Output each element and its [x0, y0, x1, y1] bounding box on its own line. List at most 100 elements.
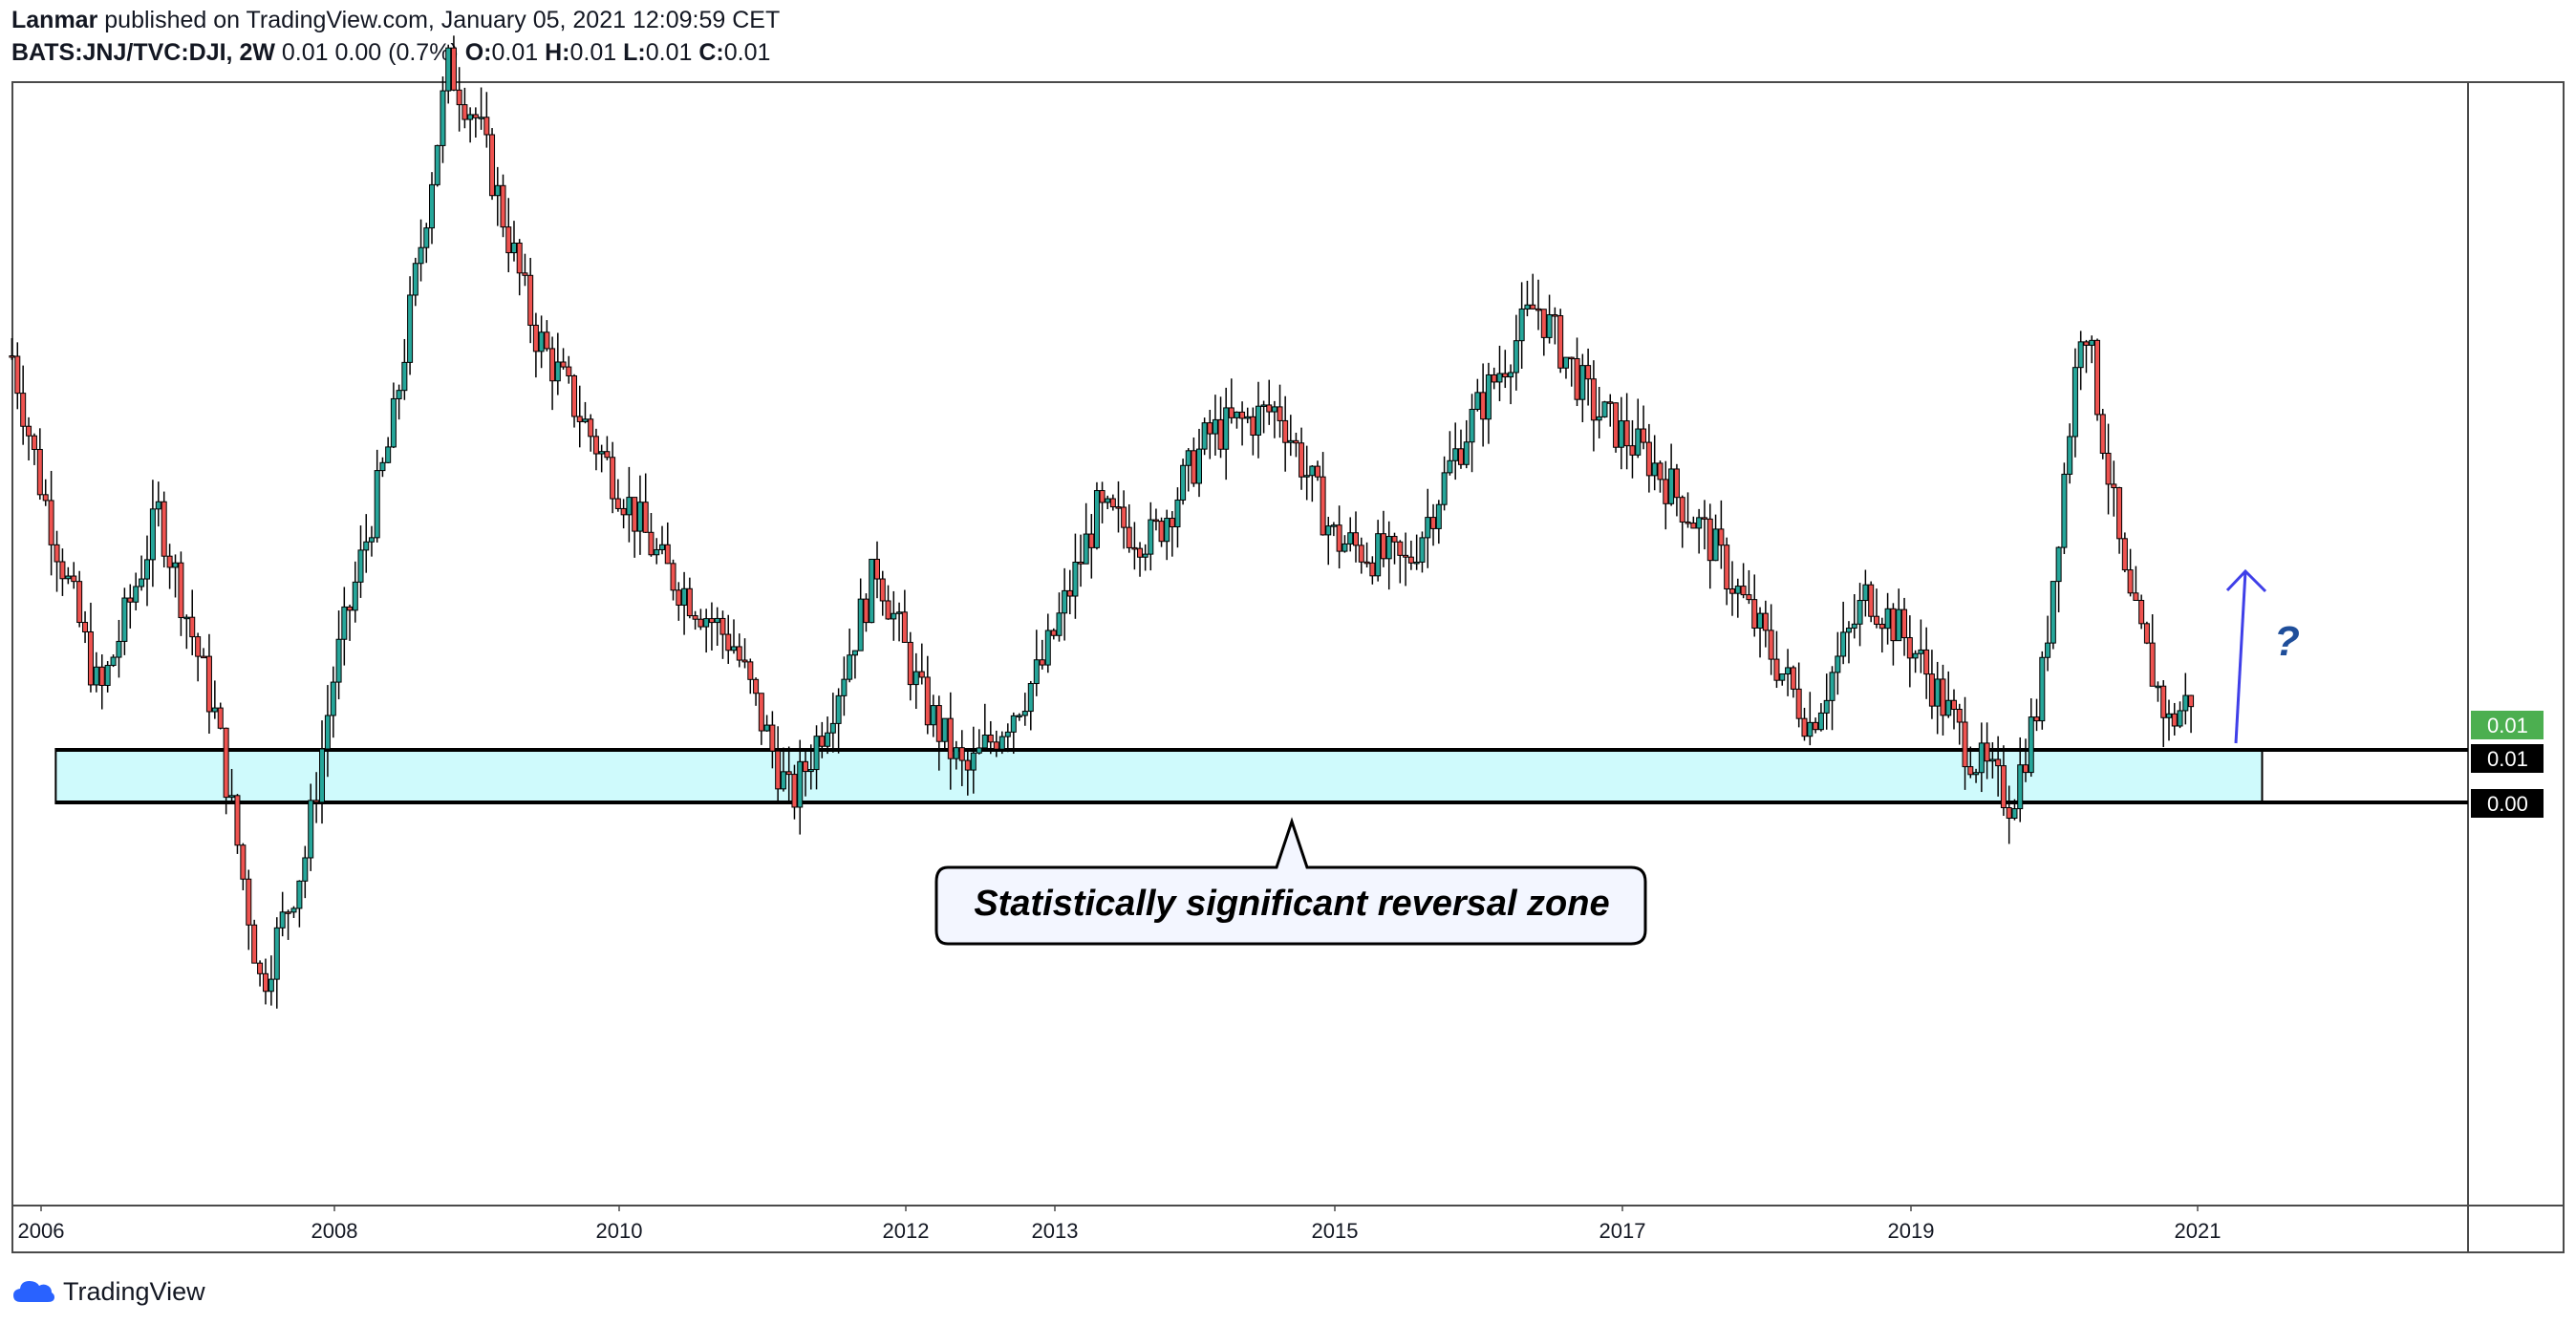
candle-body — [1962, 721, 1968, 768]
candle-body — [98, 666, 105, 686]
candle-body — [725, 633, 732, 651]
candle — [758, 693, 764, 745]
candle — [368, 525, 375, 557]
candle — [1568, 356, 1575, 387]
candle-body — [228, 795, 235, 799]
candle-body — [2121, 538, 2128, 571]
candle-body — [368, 537, 375, 543]
candle-body — [1375, 533, 1382, 577]
candle — [554, 332, 561, 395]
candle-body — [1618, 420, 1624, 448]
candle — [223, 727, 229, 815]
candle-body — [1530, 304, 1536, 310]
candle — [1463, 419, 1470, 469]
candle — [659, 525, 665, 555]
candle-body — [874, 558, 880, 580]
candle — [290, 906, 297, 918]
candle — [2149, 614, 2156, 687]
candle-body — [483, 117, 490, 136]
candle-body — [1934, 678, 1941, 707]
candle — [1746, 569, 1752, 605]
reversal-zone[interactable] — [54, 748, 2264, 804]
candle — [813, 725, 820, 790]
candle — [1862, 569, 1869, 617]
candle — [1407, 540, 1414, 570]
candle-body — [330, 681, 336, 716]
candle-body — [1142, 553, 1148, 558]
candle-body — [1207, 422, 1213, 435]
candle — [1728, 561, 1735, 616]
candle-body — [825, 732, 831, 747]
candle — [357, 525, 364, 598]
candle — [1513, 314, 1519, 391]
candle — [2166, 699, 2172, 741]
candle-body — [2160, 685, 2167, 718]
candle-body — [758, 693, 764, 732]
price-chart[interactable]: Statistically significant reversal zone … — [0, 0, 2576, 1271]
candle — [279, 891, 286, 937]
candle-body — [178, 562, 184, 619]
candle-body — [93, 666, 99, 686]
candle — [2000, 745, 2007, 817]
candle-body — [1447, 459, 1453, 474]
candle — [2143, 621, 2150, 645]
candle — [1868, 581, 1875, 623]
candle — [1618, 396, 1624, 470]
candle-body — [549, 348, 556, 382]
candle-body — [1635, 428, 1642, 456]
candle-body — [1513, 340, 1519, 374]
candle-body — [1557, 315, 1564, 369]
candle — [82, 610, 89, 644]
author-name[interactable]: Lanmar — [11, 7, 98, 33]
candle — [1878, 617, 1885, 653]
candle-body — [1152, 519, 1159, 523]
candle — [636, 475, 643, 555]
candle — [1072, 533, 1079, 619]
candle-body — [1072, 561, 1079, 597]
candle — [1707, 503, 1713, 589]
candle — [1696, 508, 1703, 554]
candle-body — [1109, 498, 1116, 508]
symbol-name[interactable]: BATS:JNJ/TVC:DJI, 2W — [11, 39, 275, 66]
candle-body — [347, 606, 354, 611]
candle-body — [1862, 584, 1869, 602]
candle-body — [670, 563, 676, 591]
candle — [31, 433, 37, 465]
candle-body — [1629, 445, 1636, 456]
candle-body — [1380, 533, 1386, 560]
zone-callout[interactable]: Statistically significant reversal zone — [934, 817, 1647, 946]
candle — [217, 702, 224, 730]
tradingview-footer[interactable]: TradingView — [11, 1271, 205, 1313]
candle-body — [363, 541, 370, 551]
projection-arrow[interactable] — [2225, 568, 2267, 744]
candle — [1223, 387, 1230, 480]
candle — [423, 223, 430, 264]
candle-body — [434, 144, 440, 185]
chart-frame — [11, 81, 2565, 1253]
candle — [731, 619, 737, 654]
candle-body — [807, 769, 814, 773]
candle — [1762, 600, 1769, 648]
time-axis-labels: 2006 2008 2010 2012 2013 2015 2017 2019 2021 — [18, 1206, 2221, 1243]
candle — [763, 715, 770, 732]
candle-body — [1196, 448, 1203, 484]
candle-body — [1164, 518, 1170, 543]
candle — [1813, 717, 1819, 734]
candle-body — [857, 598, 864, 651]
candle-body — [1746, 594, 1752, 601]
candle-body — [1099, 490, 1106, 503]
candle — [1010, 712, 1017, 755]
candle-body — [1039, 659, 1045, 666]
candle-body — [166, 555, 173, 568]
arrow-shaft — [2234, 570, 2247, 744]
candle-body — [201, 655, 207, 659]
candle — [494, 166, 501, 226]
candle-body — [1574, 357, 1580, 400]
price-tag: 0.00 — [2471, 789, 2544, 818]
candle-body — [941, 717, 948, 742]
open-value: 0.01 — [491, 39, 539, 66]
candle-body — [510, 242, 517, 254]
candle — [532, 312, 539, 378]
candle — [1083, 502, 1089, 565]
candle-body — [2166, 713, 2172, 718]
